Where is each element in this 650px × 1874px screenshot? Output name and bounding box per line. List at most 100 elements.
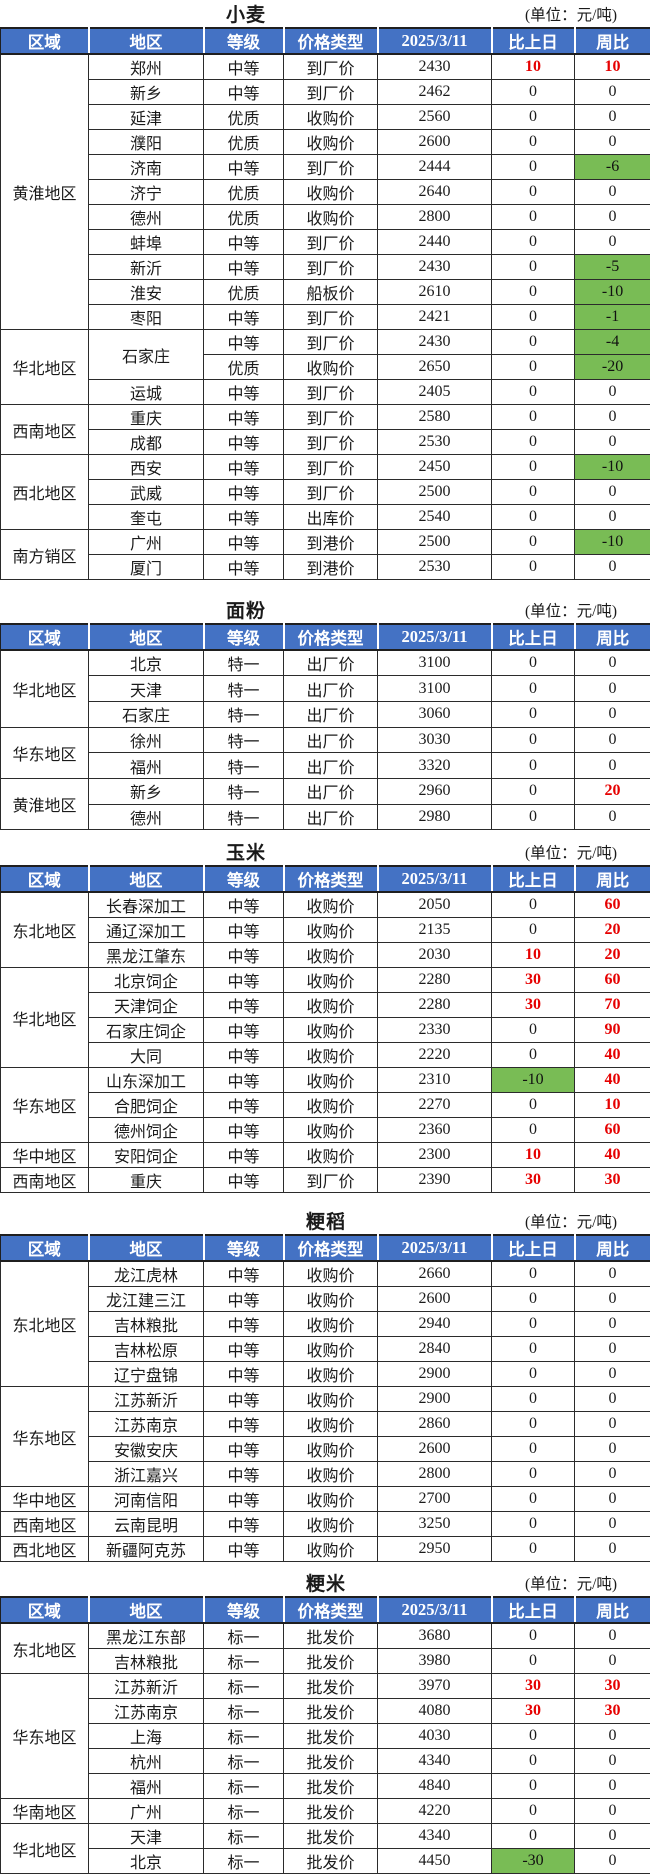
week-change-cell: 40 — [575, 1043, 650, 1068]
week-change-cell: 70 — [575, 993, 650, 1018]
area-cell: 江苏南京 — [89, 1699, 204, 1724]
day-change-cell: 0 — [492, 1512, 575, 1537]
price-type-cell: 出厂价 — [284, 727, 378, 753]
price-type-cell: 收购价 — [284, 355, 378, 380]
day-change-cell: 0 — [492, 280, 575, 305]
grade-cell: 中等 — [204, 480, 284, 505]
area-cell: 新疆阿克苏 — [89, 1537, 204, 1562]
region-cell: 华南地区 — [1, 1799, 89, 1824]
price-cell: 2650 — [378, 355, 492, 380]
area-cell: 吉林松原 — [89, 1337, 204, 1362]
grade-cell: 中等 — [204, 1287, 284, 1312]
grade-cell: 中等 — [204, 455, 284, 480]
day-change-cell: 0 — [492, 130, 575, 155]
day-change-cell: 0 — [492, 380, 575, 405]
day-change-cell: 0 — [492, 1537, 575, 1562]
region-cell: 华中地区 — [1, 1487, 89, 1512]
price-cell: 4840 — [378, 1774, 492, 1799]
week-change-cell: 0 — [575, 1799, 650, 1824]
price-cell: 2330 — [378, 1018, 492, 1043]
grade-cell: 中等 — [204, 892, 284, 918]
day-change-cell: 0 — [492, 1824, 575, 1849]
week-change-cell: 60 — [575, 1118, 650, 1143]
price-type-cell: 收购价 — [284, 1018, 378, 1043]
grade-cell: 中等 — [204, 1143, 284, 1168]
region-cell: 西北地区 — [1, 1537, 89, 1562]
day-change-cell: 0 — [492, 1018, 575, 1043]
price-type-cell: 出厂价 — [284, 650, 378, 676]
area-cell: 新乡 — [89, 778, 204, 804]
area-cell: 西安 — [89, 455, 204, 480]
day-change-cell: 0 — [492, 701, 575, 727]
table-title-text: 粳稻 — [306, 1207, 346, 1234]
grade-cell: 中等 — [204, 1362, 284, 1387]
week-change-cell: 20 — [575, 918, 650, 943]
price-type-cell: 收购价 — [284, 1362, 378, 1387]
week-change-cell: 0 — [575, 480, 650, 505]
price-type-cell: 收购价 — [284, 943, 378, 968]
area-cell: 长春深加工 — [89, 892, 204, 918]
week-change-cell: 30 — [575, 1674, 650, 1699]
column-header-2: 等级 — [204, 866, 284, 892]
grade-cell: 特一 — [204, 650, 284, 676]
week-change-cell: 0 — [575, 727, 650, 753]
area-cell: 成都 — [89, 430, 204, 455]
column-header-1: 地区 — [89, 624, 204, 650]
week-change-cell: 0 — [575, 701, 650, 727]
area-cell: 石家庄 — [89, 701, 204, 727]
price-cell: 2560 — [378, 105, 492, 130]
week-change-cell: 0 — [575, 405, 650, 430]
column-header-0: 区域 — [1, 1235, 89, 1261]
grade-cell: 中等 — [204, 1043, 284, 1068]
price-type-cell: 到厂价 — [284, 480, 378, 505]
day-change-cell: 0 — [492, 1287, 575, 1312]
grade-cell: 特一 — [204, 778, 284, 804]
column-header-1: 地区 — [89, 1597, 204, 1623]
week-change-cell: 0 — [575, 1749, 650, 1774]
area-cell: 徐州 — [89, 727, 204, 753]
price-type-cell: 出厂价 — [284, 753, 378, 779]
grade-cell: 中等 — [204, 155, 284, 180]
area-cell: 淮安 — [89, 280, 204, 305]
column-header-2: 等级 — [204, 624, 284, 650]
grade-cell: 中等 — [204, 405, 284, 430]
price-type-cell: 收购价 — [284, 993, 378, 1018]
price-cell: 2950 — [378, 1537, 492, 1562]
region-cell: 华北地区 — [1, 650, 89, 727]
price-type-cell: 批发价 — [284, 1824, 378, 1849]
week-change-cell: 0 — [575, 1387, 650, 1412]
area-cell: 河南信阳 — [89, 1487, 204, 1512]
corn-table-title: 玉米 — [1, 838, 492, 866]
day-change-cell: 0 — [492, 676, 575, 702]
region-cell: 西南地区 — [1, 405, 89, 455]
price-cell: 3030 — [378, 727, 492, 753]
price-type-cell: 到港价 — [284, 555, 378, 580]
week-change-cell: 0 — [575, 230, 650, 255]
price-type-cell: 到厂价 — [284, 80, 378, 105]
area-cell: 新乡 — [89, 80, 204, 105]
price-cell: 4030 — [378, 1724, 492, 1749]
grade-cell: 中等 — [204, 1261, 284, 1287]
day-change-cell: 0 — [492, 405, 575, 430]
price-cell: 4080 — [378, 1699, 492, 1724]
price-cell: 3320 — [378, 753, 492, 779]
